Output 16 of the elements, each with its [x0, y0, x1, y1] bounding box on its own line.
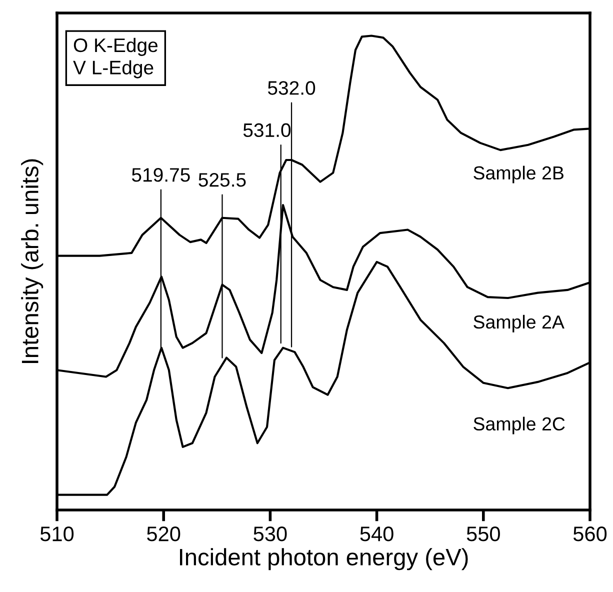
series-label: Sample 2B [474, 166, 564, 184]
y-axis-title: Intensity (arb. units) [21, 159, 44, 363]
x-tick-label: 520 [147, 526, 180, 542]
annotation: O K-Edge V L-Edge [73, 38, 158, 78]
annotation: 531.0 [243, 123, 291, 138]
x-tick-label: 540 [360, 526, 394, 542]
annotation: 519.75 [132, 168, 190, 182]
x-axis-title: Incident photon energy (eV) [180, 548, 468, 570]
series-label: Sample 2A [474, 314, 564, 332]
series-label: Sample 2C [474, 416, 565, 434]
x-tick-label: 530 [254, 526, 287, 542]
x-tick-label: 560 [573, 526, 607, 542]
annotation: 525.5 [198, 172, 246, 187]
x-tick-label: 550 [466, 526, 500, 542]
annotation: 532.0 [268, 81, 316, 95]
x-tick-label: 510 [40, 526, 74, 542]
